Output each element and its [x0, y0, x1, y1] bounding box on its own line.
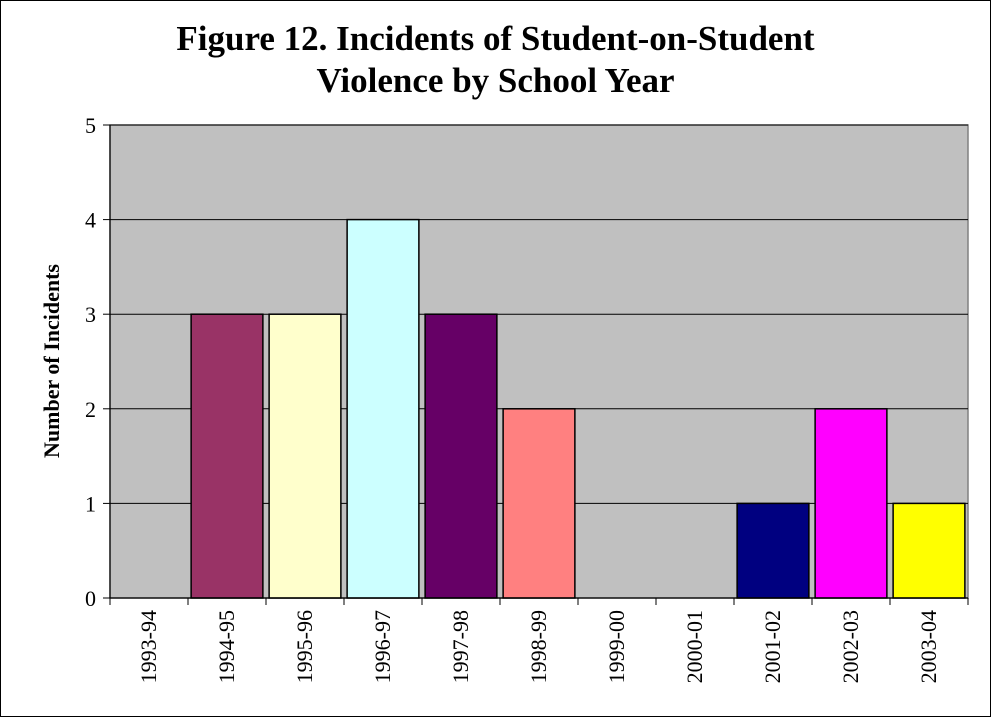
- bar-1995-96: [268, 313, 342, 599]
- y-tick-label: 1: [85, 491, 96, 516]
- chart-title-line-2: Violence by School Year: [316, 61, 675, 100]
- bar-1996-97: [346, 218, 420, 599]
- bar-2002-03: [814, 408, 888, 599]
- x-tick-label: 1999-00: [604, 610, 629, 683]
- x-tick-label: 1996-97: [370, 610, 395, 683]
- y-tick-label: 5: [85, 113, 96, 138]
- x-tick-label: 2002-03: [838, 610, 863, 683]
- x-tick-label: 1994-95: [214, 610, 239, 683]
- bars: [190, 218, 966, 599]
- y-tick-label: 4: [85, 208, 96, 233]
- x-ticks: 1993-94 1994-95 1995-96 1996-97 1997-98 1998-…: [109, 598, 969, 683]
- y-tick-label: 2: [85, 397, 96, 422]
- x-tick-label: 1993-94: [136, 610, 161, 683]
- x-tick-label: 2003-04: [916, 610, 941, 683]
- x-tick-label: 1995-96: [292, 610, 317, 683]
- y-tick-label: 3: [85, 302, 96, 327]
- bar-1997-98: [424, 313, 498, 599]
- axes: [109, 125, 968, 599]
- x-tick-label: 2001-02: [760, 610, 785, 683]
- bar-1998-99: [502, 408, 576, 599]
- y-tick-label: 0: [85, 586, 96, 611]
- x-tick-label: 2000-01: [682, 610, 707, 683]
- x-tick-label: 1998-99: [526, 610, 551, 683]
- bar-2001-02: [736, 502, 810, 599]
- x-tick-label: 1997-98: [448, 610, 473, 683]
- chart-title-line-1: Figure 12. Incidents of Student-on-Stude…: [176, 19, 815, 58]
- bar-2003-04: [892, 502, 966, 599]
- chart-title: Figure 12. Incidents of Student-on-Stude…: [0, 18, 991, 102]
- bar-1994-95: [190, 313, 264, 599]
- y-ticks: 0 1 2 3 4 5: [85, 113, 110, 611]
